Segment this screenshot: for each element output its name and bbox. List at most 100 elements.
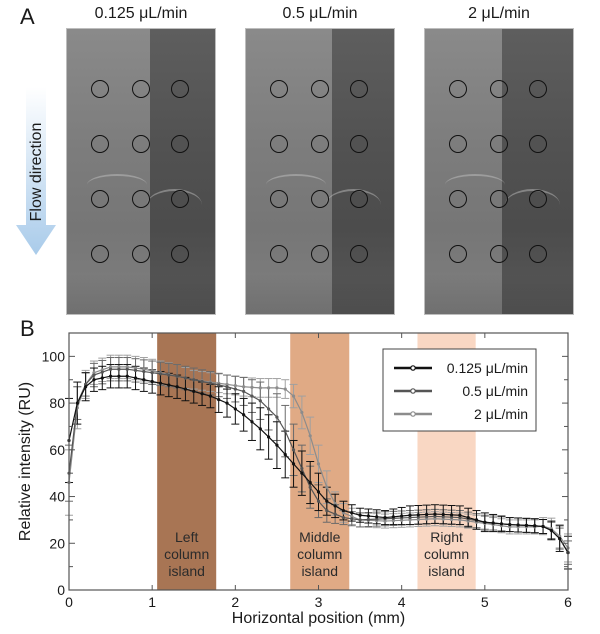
data-point: [267, 386, 271, 390]
data-point: [142, 378, 146, 382]
island-band-label: island: [428, 563, 465, 579]
bright-streak: [147, 189, 202, 221]
data-point: [358, 518, 362, 522]
bright-streak: [326, 189, 381, 221]
roi-circle: [91, 190, 109, 208]
data-point: [333, 504, 337, 508]
roi-circle: [529, 245, 547, 263]
data-point: [333, 501, 337, 506]
data-point: [308, 485, 312, 489]
x-tick-label: 2: [231, 594, 239, 610]
micrograph-0125: [66, 28, 216, 315]
data-point: [474, 518, 479, 522]
data-point: [316, 499, 321, 503]
y-tick-label: 100: [42, 348, 66, 364]
data-point: [408, 515, 412, 520]
roi-circle: [171, 245, 189, 263]
left-region: [67, 29, 150, 314]
data-point: [316, 490, 321, 494]
data-point: [366, 514, 370, 518]
roi-circle: [132, 80, 150, 98]
image-title-2: 2 μL/min: [468, 5, 530, 22]
data-point: [416, 517, 420, 522]
roi-circle: [91, 135, 109, 153]
data-point: [300, 471, 304, 475]
data-point: [458, 513, 462, 517]
data-point: [433, 514, 437, 519]
data-point: [449, 513, 454, 517]
data-point: [283, 452, 287, 457]
data-point: [167, 383, 171, 387]
roi-circle: [132, 245, 150, 263]
roi-circle: [490, 135, 508, 153]
data-point: [133, 376, 138, 380]
data-point: [350, 511, 354, 515]
roi-circle: [311, 245, 329, 263]
data-point: [108, 365, 113, 369]
data-point: [267, 407, 271, 411]
data-point: [425, 515, 429, 519]
data-point: [133, 366, 138, 370]
data-point: [449, 515, 454, 519]
data-point: [416, 513, 420, 517]
data-point: [391, 515, 395, 519]
roi-circle: [132, 135, 150, 153]
bright-streak: [87, 174, 147, 196]
data-point: [383, 519, 387, 523]
data-point: [333, 512, 337, 516]
island-band: [290, 333, 350, 590]
data-point: [541, 524, 545, 529]
data-point: [117, 365, 121, 369]
data-point: [366, 517, 370, 522]
roi-circle: [529, 135, 547, 153]
data-point: [92, 373, 96, 377]
image-title-0125: 0.125 μL/min: [94, 5, 188, 22]
data-point: [458, 515, 462, 520]
roi-circle: [449, 135, 467, 153]
x-tick-label: 5: [481, 594, 489, 610]
data-point: [533, 524, 537, 528]
bottom-shade: [67, 274, 215, 314]
data-point: [200, 392, 204, 396]
island-band: [157, 333, 217, 590]
x-axis-label: Horizontal position (mm): [232, 610, 405, 627]
data-point: [142, 367, 146, 371]
x-tick-label: 3: [315, 594, 323, 610]
data-point: [499, 522, 504, 526]
data-point: [250, 420, 254, 424]
data-point: [308, 480, 312, 485]
data-point: [300, 410, 304, 415]
data-point: [441, 517, 445, 521]
roi-circle: [270, 135, 288, 153]
data-point: [150, 371, 154, 375]
data-point: [441, 512, 445, 517]
data-point: [125, 365, 129, 369]
roi-circle: [449, 190, 467, 208]
data-point: [325, 485, 329, 489]
data-point: [441, 515, 445, 519]
data-point: [75, 401, 79, 405]
roi-circle: [311, 190, 329, 208]
data-point: [192, 378, 196, 382]
data-point: [200, 379, 204, 384]
data-point: [350, 514, 354, 519]
island-band-label: Middle: [299, 529, 340, 545]
data-point: [100, 370, 104, 374]
data-point: [549, 528, 553, 533]
roi-circle: [171, 135, 189, 153]
data-point: [117, 374, 121, 378]
data-point: [225, 401, 229, 405]
roi-circle: [350, 190, 368, 208]
data-point: [491, 521, 495, 525]
bright-streak: [505, 189, 560, 221]
roi-circle: [270, 190, 288, 208]
data-point: [242, 413, 246, 417]
data-point: [158, 381, 163, 385]
data-point: [524, 523, 529, 527]
roi-circle: [490, 190, 508, 208]
data-point: [142, 369, 146, 374]
data-point: [175, 385, 179, 389]
data-point: [275, 415, 279, 419]
island-band-label: Left: [175, 529, 198, 545]
data-point: [408, 518, 412, 522]
